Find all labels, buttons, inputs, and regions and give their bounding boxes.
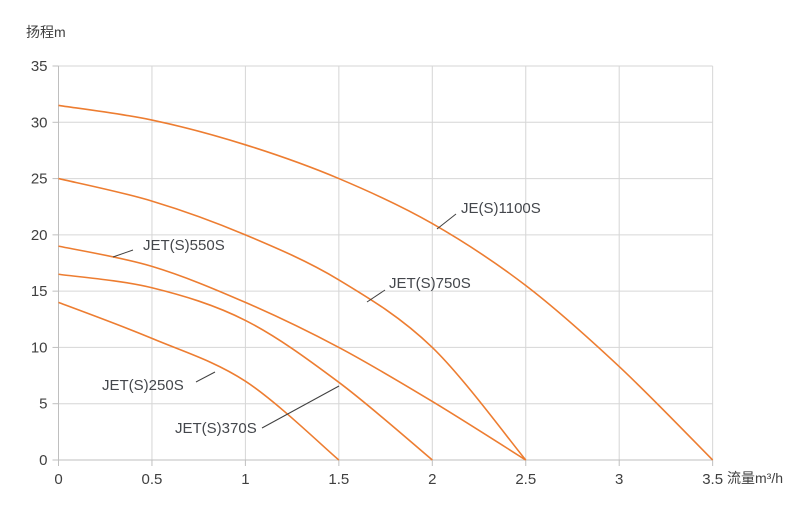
curve-label: JET(S)370S: [175, 420, 257, 437]
curve-label: JET(S)250S: [102, 377, 184, 394]
leader-line: [366, 289, 386, 303]
y-tick-label: 20: [31, 227, 48, 244]
curve-label: JET(S)750S: [389, 275, 471, 292]
curve-jets370s: [58, 273, 433, 461]
y-tick-label: 35: [31, 58, 48, 75]
curve-jets250s: [58, 301, 340, 461]
x-tick-label: 3: [615, 471, 623, 488]
y-tick-label: 15: [31, 283, 48, 300]
y-tick-label: 5: [39, 396, 47, 413]
leader-line: [436, 213, 457, 230]
x-tick-label: 0.5: [142, 471, 163, 488]
leader-line: [195, 371, 216, 383]
curve-jes1100s: [58, 104, 714, 461]
curve-jets750s: [58, 177, 527, 461]
x-tick-label: 3.5: [702, 471, 723, 488]
x-tick-label: 2: [428, 471, 436, 488]
x-tick-label: 1.5: [328, 471, 349, 488]
x-axis-title: 流量m³/h: [727, 470, 783, 486]
y-axis-title: 扬程m: [26, 24, 66, 40]
curve-jets550s: [58, 245, 527, 461]
x-tick-label: 0: [54, 471, 62, 488]
curve-label: JET(S)550S: [143, 237, 225, 254]
y-tick-label: 30: [31, 114, 48, 131]
leader-line: [261, 385, 340, 429]
leader-line: [112, 249, 134, 258]
x-tick-label: 1: [241, 471, 249, 488]
y-tick-label: 10: [31, 339, 48, 356]
x-tick-label: 2.5: [515, 471, 536, 488]
curve-label: JE(S)1100S: [461, 200, 541, 217]
y-tick-label: 25: [31, 171, 48, 188]
y-tick-label: 0: [39, 452, 47, 469]
